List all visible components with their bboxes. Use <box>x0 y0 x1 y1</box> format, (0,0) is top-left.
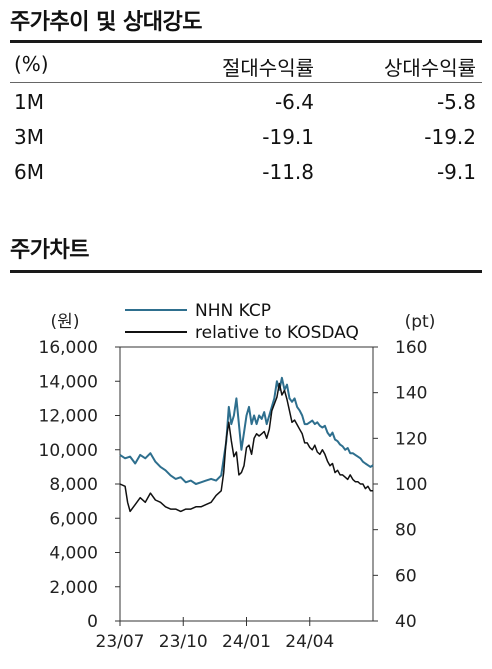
table-header-rule <box>10 82 482 83</box>
row-period: 1M <box>14 90 44 114</box>
row-relative-value: -19.2 <box>424 125 476 149</box>
table-row: 1M -6.4 -5.8 <box>10 90 482 118</box>
left-axis-tick-label: 8,000 <box>49 475 98 495</box>
header-absolute-return: 절대수익률 <box>222 56 314 80</box>
x-axis-tick-label: 23/07 <box>96 632 145 652</box>
table-top-rule <box>10 40 482 43</box>
left-axis-tick-label: 12,000 <box>39 407 98 427</box>
table-header-row: (%) 절대수익률 상대수익률 <box>10 52 482 80</box>
left-axis-tick-label: 4,000 <box>49 544 98 564</box>
series-line-nhn-kcp <box>119 376 374 485</box>
table-section-title: 주가추이 및 상대강도 <box>10 10 202 35</box>
row-absolute-value: -11.8 <box>262 160 314 184</box>
table-row: 6M -11.8 -9.1 <box>10 160 482 188</box>
right-axis-tick-label: 120 <box>395 429 427 449</box>
x-axis-tick-label: 23/10 <box>159 632 208 652</box>
row-relative-value: -9.1 <box>436 160 476 184</box>
chart-section-title: 주가차트 <box>10 238 89 263</box>
header-unit: (%) <box>14 52 49 76</box>
left-axis-tick-label: 10,000 <box>39 441 98 461</box>
row-absolute-value: -6.4 <box>274 90 314 114</box>
left-axis-unit: (원) <box>51 312 80 332</box>
right-axis-unit: (pt) <box>405 312 436 332</box>
table-row: 3M -19.1 -19.2 <box>10 125 482 153</box>
right-axis-tick-label: 40 <box>395 612 417 632</box>
x-axis-tick-label: 24/04 <box>285 632 334 652</box>
left-axis-tick-label: 16,000 <box>39 338 98 358</box>
header-relative-return: 상대수익률 <box>384 56 476 80</box>
right-axis-tick-label: 140 <box>395 384 427 404</box>
series-line-relative-kosdaq <box>119 382 373 513</box>
left-axis-tick-label: 14,000 <box>39 372 98 392</box>
chart-top-rule <box>10 270 482 273</box>
row-period: 3M <box>14 125 44 149</box>
legend-label: relative to KOSDAQ <box>195 323 359 343</box>
stock-price-chart: 0 2,000 4,000 6,000 8,000 10,000 12,000 14,000 1… <box>39 301 436 652</box>
right-axis-tick-label: 160 <box>395 338 427 358</box>
right-axis-tick-label: 80 <box>395 521 417 541</box>
row-relative-value: -5.8 <box>436 90 476 114</box>
right-axis-tick-label: 100 <box>395 475 427 495</box>
row-period: 6M <box>14 160 44 184</box>
right-axis-tick-label: 60 <box>395 566 417 586</box>
x-axis-tick-label: 24/01 <box>222 632 271 652</box>
row-absolute-value: -19.1 <box>262 125 314 149</box>
left-axis-tick-label: 0 <box>87 612 98 632</box>
legend-label: NHN KCP <box>195 301 271 321</box>
left-axis-tick-label: 2,000 <box>49 578 98 598</box>
plot-frame <box>119 346 374 622</box>
left-axis-tick-label: 6,000 <box>49 509 98 529</box>
